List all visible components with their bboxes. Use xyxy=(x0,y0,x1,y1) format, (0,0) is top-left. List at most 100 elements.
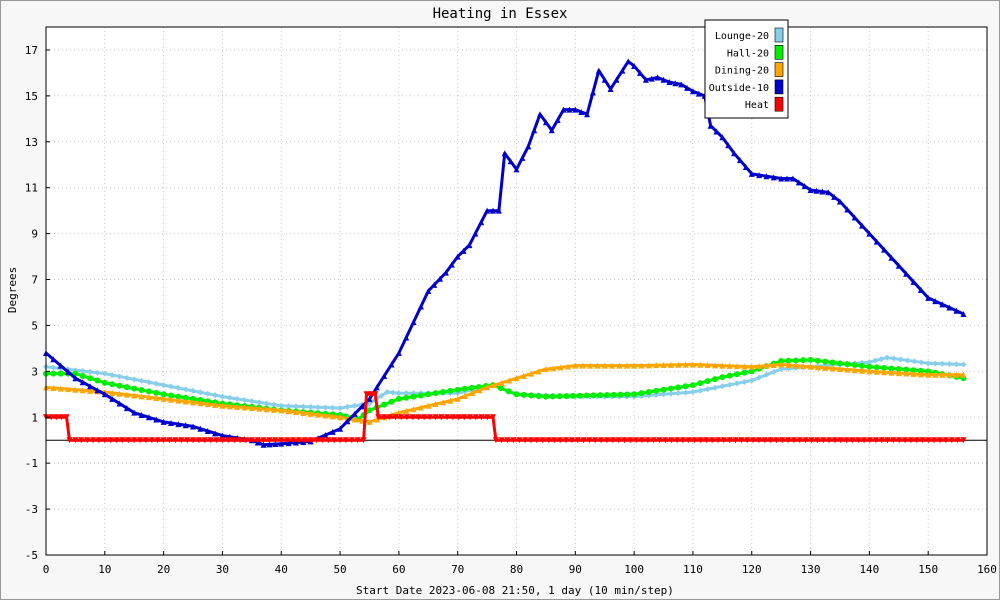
data-point xyxy=(946,304,953,311)
data-point xyxy=(241,397,248,404)
data-point xyxy=(609,362,616,369)
data-point xyxy=(300,403,307,410)
data-point xyxy=(639,437,646,444)
data-point xyxy=(590,392,597,399)
x-ticks: 0 10 20 30 40 50 60 70 80 90 100 110 120 130 140 150 160 xyxy=(43,551,997,576)
data-point xyxy=(719,362,726,369)
data-point xyxy=(603,392,610,399)
data-point xyxy=(697,380,704,387)
data-point xyxy=(513,166,520,173)
data-point xyxy=(190,387,197,394)
data-point xyxy=(513,391,520,398)
data-point xyxy=(660,386,667,393)
data-point xyxy=(859,367,866,374)
data-point xyxy=(109,395,116,402)
legend-label-dining-20: Dining-20 xyxy=(715,66,769,77)
data-point xyxy=(785,357,792,364)
data-point xyxy=(520,372,527,379)
data-point xyxy=(415,414,422,421)
data-point xyxy=(72,437,79,444)
data-point xyxy=(242,437,249,444)
data-point xyxy=(576,392,583,399)
y-tick-label: 17 xyxy=(25,44,38,57)
y-tick-label: 9 xyxy=(31,228,38,241)
data-point xyxy=(592,437,599,444)
data-point xyxy=(675,361,682,368)
data-point xyxy=(366,418,373,425)
data-point xyxy=(554,116,561,123)
data-point xyxy=(763,173,770,180)
data-point xyxy=(750,437,757,444)
data-point xyxy=(601,362,608,369)
data-point xyxy=(403,394,410,401)
data-point xyxy=(351,410,358,417)
data-point xyxy=(442,269,449,276)
data-point xyxy=(116,382,123,389)
data-point xyxy=(197,425,204,432)
data-point xyxy=(829,359,836,366)
data-point xyxy=(725,142,732,149)
data-point xyxy=(417,404,424,411)
data-point xyxy=(789,175,796,182)
data-point xyxy=(672,80,679,87)
x-tick-label: 110 xyxy=(683,563,703,576)
data-point xyxy=(741,369,748,376)
data-point xyxy=(667,361,674,368)
data-point xyxy=(307,403,314,410)
data-point xyxy=(560,106,567,113)
data-point xyxy=(160,395,167,402)
data-point xyxy=(796,437,803,444)
data-point xyxy=(472,230,479,237)
data-point xyxy=(94,377,101,384)
data-point xyxy=(528,370,535,377)
data-point xyxy=(607,85,614,92)
data-point xyxy=(504,437,511,444)
data-point xyxy=(50,384,57,391)
data-point xyxy=(704,378,711,385)
data-point xyxy=(175,384,182,391)
data-point xyxy=(285,408,292,415)
series-heat xyxy=(43,391,967,444)
data-point xyxy=(896,437,903,444)
data-point xyxy=(497,385,504,392)
data-point xyxy=(925,368,932,375)
data-point xyxy=(195,437,202,444)
data-point xyxy=(201,437,208,444)
data-point xyxy=(748,377,755,384)
data-point xyxy=(851,367,858,374)
data-point xyxy=(175,421,182,428)
data-point xyxy=(859,362,866,369)
data-point xyxy=(145,388,152,395)
data-point xyxy=(167,396,174,403)
data-point xyxy=(584,111,591,118)
data-point xyxy=(322,412,329,419)
data-point xyxy=(713,128,720,135)
data-point xyxy=(932,298,939,305)
data-point xyxy=(960,310,967,317)
data-point xyxy=(895,262,902,269)
data-point xyxy=(807,186,814,193)
data-point xyxy=(131,392,138,399)
data-point xyxy=(489,414,496,421)
data-point xyxy=(932,371,939,378)
data-point xyxy=(603,437,610,444)
data-point xyxy=(638,390,645,397)
data-point xyxy=(266,437,273,444)
data-point xyxy=(703,437,710,444)
data-point xyxy=(563,437,570,444)
data-point xyxy=(960,361,967,368)
data-point xyxy=(953,371,960,378)
data-point xyxy=(381,414,388,421)
data-point xyxy=(660,391,667,398)
data-point xyxy=(337,414,344,421)
data-point xyxy=(57,385,64,392)
data-point xyxy=(616,362,623,369)
data-point xyxy=(278,407,285,414)
data-point xyxy=(535,393,542,400)
x-tick-label: 20 xyxy=(157,563,170,576)
data-point xyxy=(802,437,809,444)
data-point xyxy=(932,360,939,367)
data-point xyxy=(495,207,502,214)
legend-label-hall-20: Hall-20 xyxy=(727,48,769,59)
data-point xyxy=(417,392,424,399)
